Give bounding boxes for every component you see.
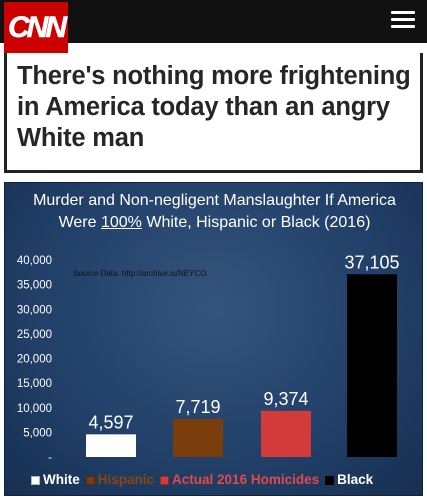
legend-item: Actual 2016 Homicides: [160, 470, 319, 490]
bar-chart: - 5,000 10,000 15,000 20,000 25,000 30,000 35,0…: [17, 252, 400, 464]
legend-item: Black: [325, 470, 373, 490]
bar-hispanic: [173, 418, 223, 457]
bar-white: [86, 434, 136, 457]
y-tick-label: 10,000: [17, 403, 52, 415]
chart-title-line-2: Were 100% White, Hispanic or Black (2016…: [5, 212, 424, 234]
bar-chart-panel: - 5,000 10,000 15,000 20,000 25,000 30,000 35,0…: [4, 182, 423, 496]
y-tick-label: 5,000: [23, 427, 52, 439]
y-tick-label: 30,000: [17, 304, 52, 316]
chart-title-line-2-pre: Were: [58, 214, 101, 231]
chart-legend: White Hispanic Actual 2016 Homicides Black: [31, 470, 421, 490]
legend-swatch: [325, 475, 335, 485]
y-tick-label: 25,000: [17, 329, 52, 341]
article-headline[interactable]: There's nothing more frightening in Amer…: [17, 62, 411, 152]
legend-label: Black: [337, 472, 374, 487]
bar-value-label: 37,105: [344, 252, 399, 272]
y-tick-label: 35,000: [17, 280, 52, 292]
y-tick-label: 15,000: [17, 378, 52, 390]
bar-value-label: 4,597: [88, 412, 133, 432]
headline-container: There's nothing more frightening in Amer…: [4, 53, 423, 173]
legend-swatch: [31, 475, 40, 485]
chart-title: Murder and Non-negligent Manslaughter If…: [5, 190, 424, 234]
y-tick-label: 40,000: [17, 255, 52, 267]
bar-actual-2016-homicides: [261, 410, 311, 457]
hamburger-menu-icon[interactable]: [391, 11, 415, 29]
y-tick-label: 20,000: [17, 354, 52, 366]
legend-swatch: [85, 475, 95, 485]
legend-label: Hispanic: [97, 472, 155, 487]
source-note: Source Data: http://archive.is/NEYCO: [73, 269, 206, 278]
legend-label: Actual 2016 Homicides: [172, 472, 320, 487]
bar-value-label: 7,719: [175, 397, 220, 417]
cnn-headline-card: CNN There's nothing more frightening in …: [0, 0, 427, 177]
chart-title-line-2-post: White, Hispanic or Black (2016): [141, 214, 371, 231]
bar-value-label: 9,374: [263, 389, 308, 409]
legend-swatch: [160, 475, 170, 485]
cnn-logo[interactable]: CNN: [4, 2, 68, 53]
legend-item: Hispanic: [85, 470, 155, 490]
cnn-header-bar: [0, 0, 427, 43]
legend-label: White: [43, 472, 80, 487]
bar-black: [347, 274, 397, 457]
chart-title-underlined: 100%: [100, 214, 142, 231]
chart-title-line-1: Murder and Non-negligent Manslaughter If…: [33, 192, 396, 209]
legend-item: White: [31, 470, 80, 490]
y-tick-label: -: [48, 452, 52, 464]
